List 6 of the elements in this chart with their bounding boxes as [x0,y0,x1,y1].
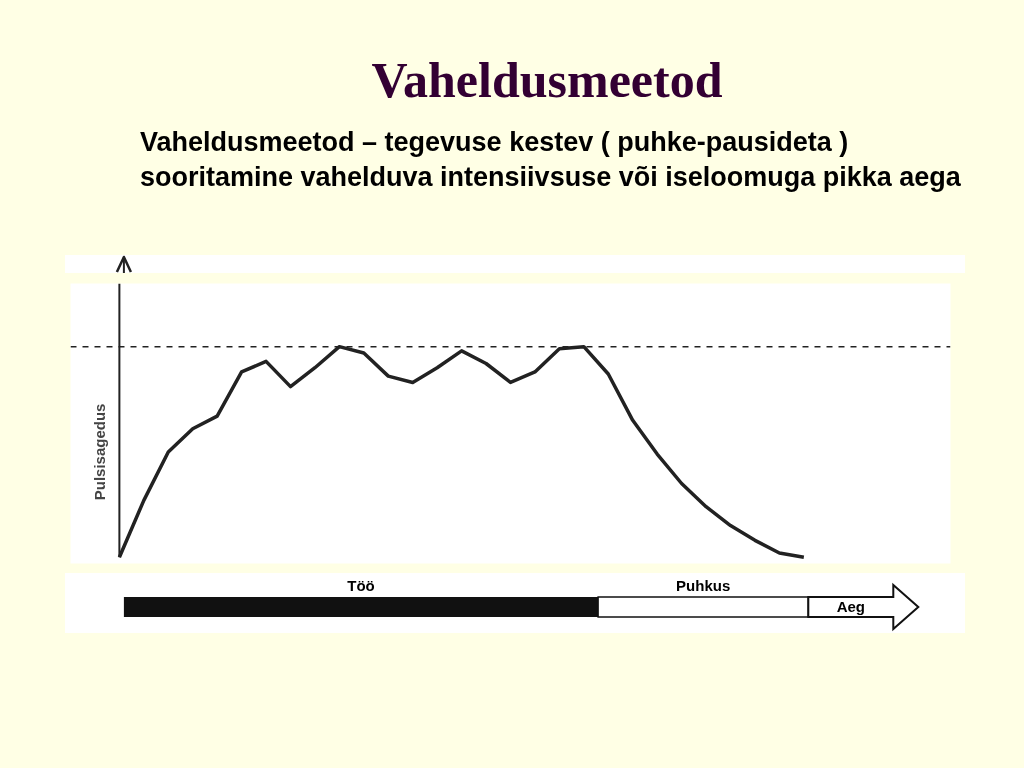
chart-subtitle: Vaheldusmeetod – tegevuse kestev ( puhke-pausideta ) sooritamine vahelduva intensiivsuse või iseloomuga pikka aega [140,126,962,195]
text: Töö [347,577,375,594]
chart-title: Vaheldusmeetod [371,51,723,110]
x-axis-title: Aeg [836,598,865,615]
y-axis-title: Pulsisagedus [91,403,109,501]
text: Puhkus [676,577,731,594]
